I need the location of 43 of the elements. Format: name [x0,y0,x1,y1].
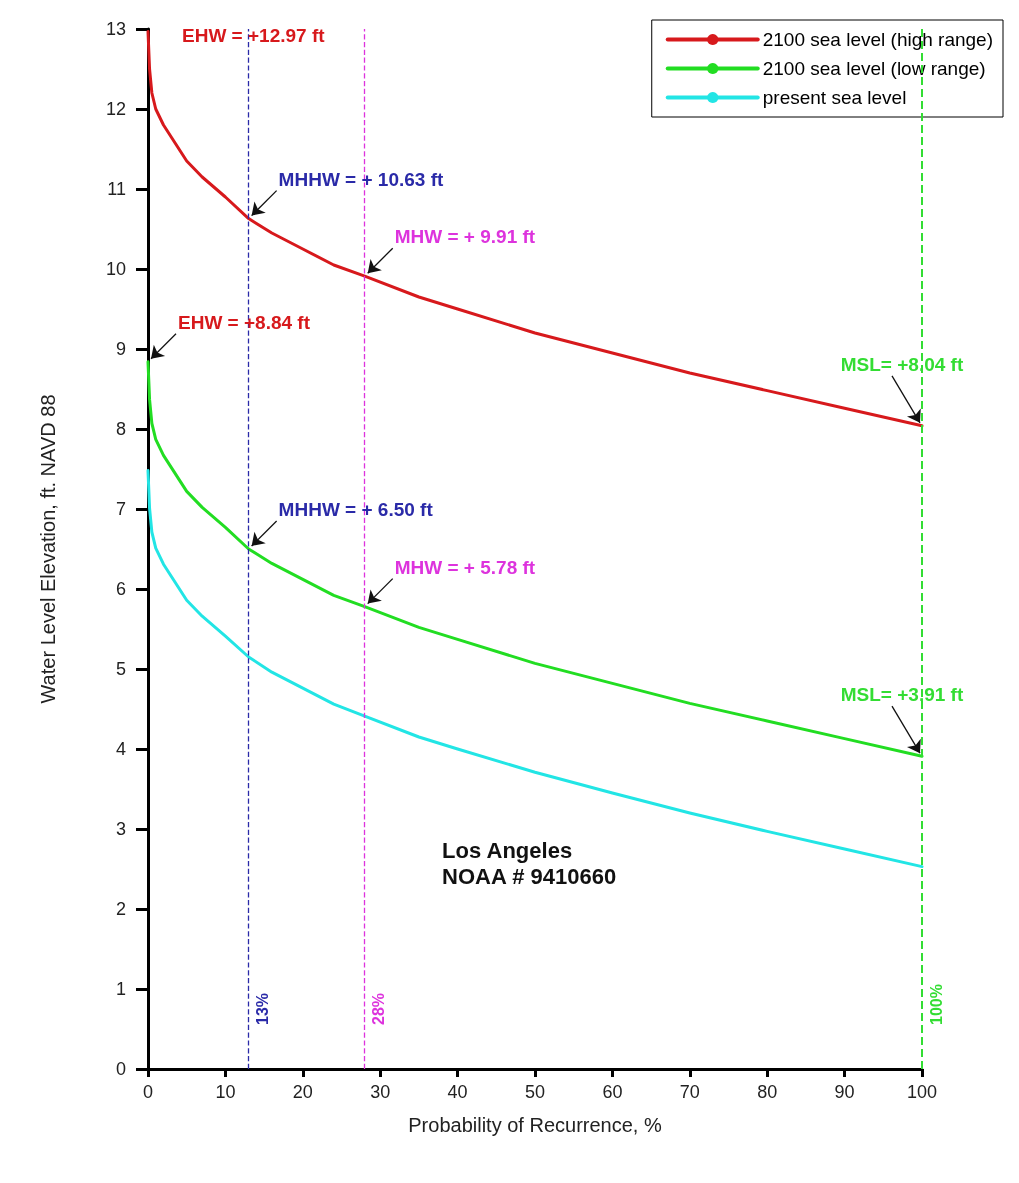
y-tick-label: 13 [105,19,126,39]
x-tick-label: 10 [215,1082,236,1102]
y-tick-label: 10 [105,259,126,279]
x-axis-title: Probability of Recurrence, % [408,1114,662,1136]
y-tick-label: 1 [115,979,126,999]
y-tick-label: 9 [115,339,126,359]
y-tick-label: 0 [115,1059,126,1079]
y-tick-label: 12 [105,99,126,119]
legend-label: present sea level [762,87,907,108]
x-tick-label: 80 [757,1082,778,1102]
annotation: MHW = + 5.78 ft [394,556,536,578]
annotation: EHW = +8.84 ft [178,311,311,333]
x-tick-label: 50 [524,1082,546,1102]
y-tick-label: 6 [115,579,126,599]
x-tick-label: 40 [447,1082,468,1102]
legend-label: 2100 sea level (high range) [762,29,993,50]
x-tick-label: 20 [292,1082,313,1102]
y-axis-title: Water Level Elevation, ft. NAVD 88 [37,394,59,704]
annotation: MHW = + 9.91 ft [394,226,536,248]
y-tick-label: 4 [115,739,126,759]
ref-line-label: 28% [370,992,388,1025]
x-tick-label: 30 [370,1082,391,1102]
x-tick-label: 100 [906,1082,938,1102]
ref-line-label: 100% [927,984,945,1025]
annotation: MSL= +3.91 ft [840,684,964,706]
legend-label: 2100 sea level (low range) [762,58,986,79]
x-tick-label: 70 [679,1082,700,1102]
y-tick-label: 5 [115,659,126,679]
annotation: Los Angeles [442,837,573,863]
y-tick-label: 11 [107,179,126,199]
annotation: MHHW = + 6.50 ft [278,499,434,520]
annotation: NOAA # 9410660 [442,863,617,889]
y-tick-label: 8 [115,419,126,439]
ref-line-label: 13% [254,992,272,1025]
y-tick-label: 7 [115,499,126,519]
x-tick-label: 90 [834,1082,855,1102]
annotation: MHHW = + 10.63 ft [278,168,444,190]
x-tick-label: 0 [142,1082,154,1102]
x-tick-label: 60 [602,1082,623,1102]
annotation: EHW = +12.97 ft [182,24,326,46]
y-tick-label: 2 [115,899,126,919]
y-tick-label: 3 [115,819,126,839]
annotation: MSL= +8.04 ft [840,353,964,375]
